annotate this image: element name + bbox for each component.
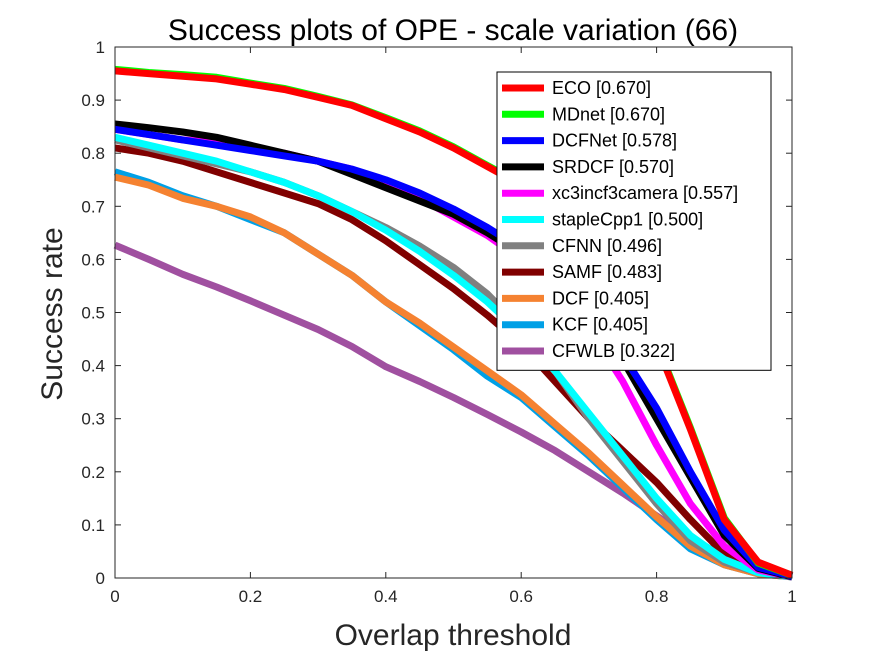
x-tick-label: 1 bbox=[787, 587, 796, 606]
legend-label-3: SRDCF [0.570] bbox=[552, 157, 674, 177]
legend-label-5: stapleCpp1 [0.500] bbox=[552, 210, 703, 230]
x-axis-label: Overlap threshold bbox=[335, 619, 572, 652]
series-layer bbox=[113, 65, 794, 581]
legend: ECO [0.670] MDnet [0.670] DCFNet [0.578] SR… bbox=[496, 71, 772, 371]
x-tick-label: 0.8 bbox=[645, 587, 669, 606]
legend-label-7: SAMF [0.483] bbox=[552, 262, 662, 282]
legend-label-0: ECO [0.670] bbox=[552, 78, 651, 98]
x-tick-label: 0.2 bbox=[239, 587, 263, 606]
legend-label-4: xc3incf3camera [0.557] bbox=[552, 183, 738, 203]
legend-label-6: CFNN [0.496] bbox=[552, 236, 662, 256]
y-tick-label: 0.6 bbox=[81, 250, 105, 269]
y-tick-label: 0.4 bbox=[81, 357, 105, 376]
series-line-7 bbox=[114, 144, 793, 581]
legend-label-10: CFWLB [0.322] bbox=[552, 341, 675, 361]
y-tick-label: 0.8 bbox=[81, 144, 105, 163]
y-tick-label: 0.3 bbox=[81, 410, 105, 429]
x-tick-label: 0.4 bbox=[374, 587, 398, 606]
y-tick-label: 0.5 bbox=[81, 304, 105, 323]
y-tick-label: 0.2 bbox=[81, 463, 105, 482]
series-line-0 bbox=[114, 67, 794, 579]
y-tick-label: 0.9 bbox=[81, 91, 105, 110]
chart-title: Success plots of OPE - scale variation (… bbox=[168, 14, 738, 47]
series-line-5 bbox=[114, 133, 793, 581]
x-tick-label: 0 bbox=[110, 587, 119, 606]
y-tick-label: 0 bbox=[96, 569, 105, 588]
y-tick-label: 0.1 bbox=[81, 516, 105, 535]
tick-layer: 0 0.2 0.4 0.6 0.8 1 0 0.1 0.2 0.3 0.4 0.5 0.6 0.7 0.8 0… bbox=[81, 38, 796, 606]
legend-label-9: KCF [0.405] bbox=[552, 315, 648, 335]
x-tick-label: 0.6 bbox=[509, 587, 533, 606]
y-axis-label: Success rate bbox=[36, 227, 69, 400]
y-tick-label: 0.7 bbox=[81, 197, 105, 216]
legend-label-8: DCF [0.405] bbox=[552, 288, 649, 308]
y-tick-label: 1 bbox=[96, 38, 105, 57]
legend-label-2: DCFNet [0.578] bbox=[552, 131, 677, 151]
series-line-2 bbox=[114, 125, 793, 580]
series-line-8 bbox=[114, 173, 793, 581]
legend-label-1: MDnet [0.670] bbox=[552, 104, 665, 124]
